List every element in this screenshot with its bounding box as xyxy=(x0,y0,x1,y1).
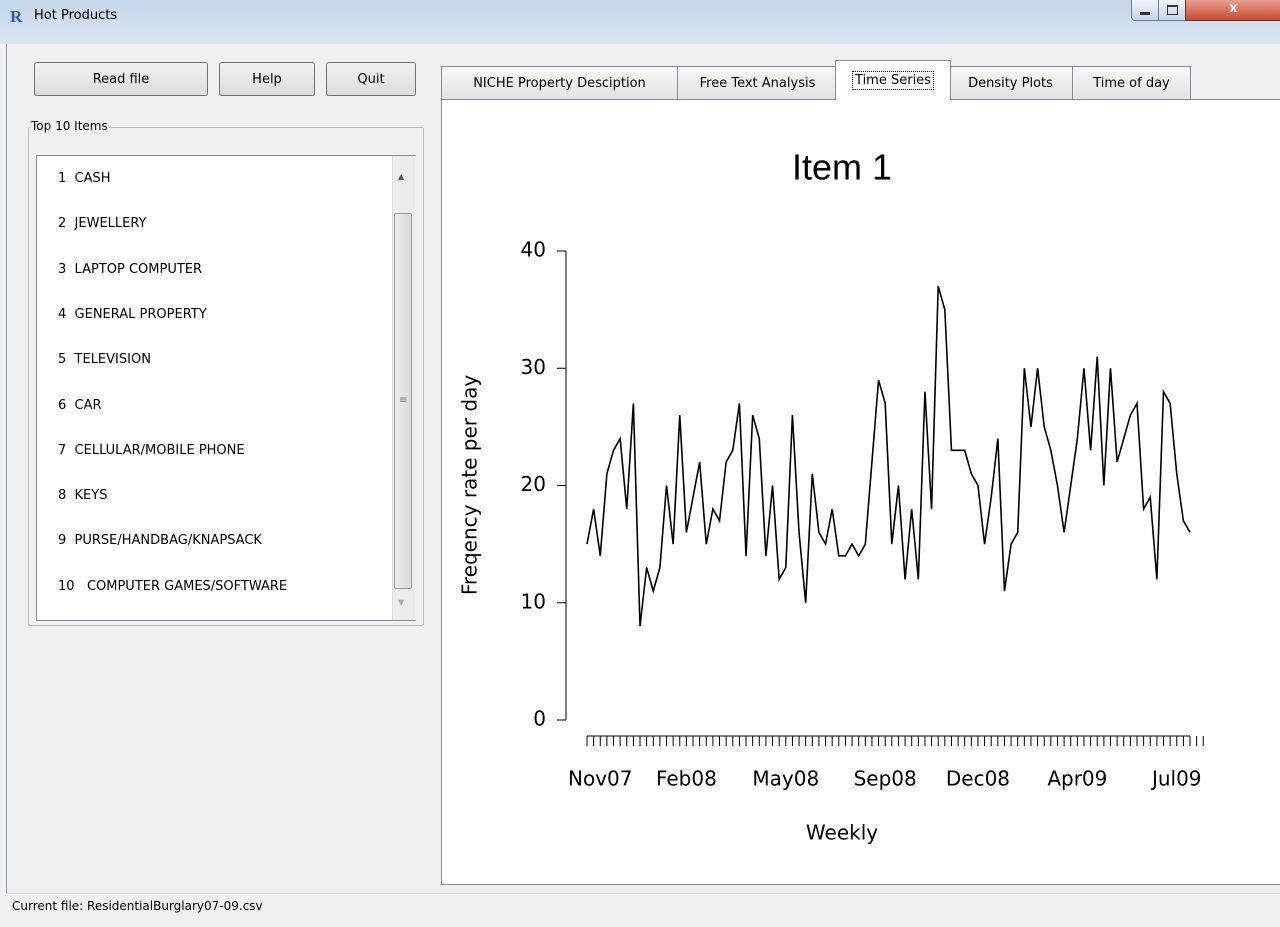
scroll-thumb[interactable] xyxy=(394,213,412,589)
y-axis-label: Freqency rate per day xyxy=(458,375,482,596)
scroll-down-arrow[interactable]: ▼ xyxy=(398,598,405,607)
quit-button[interactable]: Quit xyxy=(326,62,416,96)
y-tick-label: 30 xyxy=(521,355,546,379)
title-bar xyxy=(0,0,1280,44)
maximize-button[interactable] xyxy=(1158,0,1186,21)
tab[interactable]: Free Text Analysis xyxy=(677,66,838,99)
chart-title: Item 1 xyxy=(792,147,892,188)
list-item[interactable]: 9 PURSE/HANDBAG/KNAPSACK xyxy=(58,533,262,549)
list-item[interactable]: 8 KEYS xyxy=(58,488,108,504)
x-tick-label: May08 xyxy=(752,767,819,791)
list-item[interactable]: 3 LAPTOP COMPUTER xyxy=(58,261,203,277)
x-tick-label: Apr09 xyxy=(1047,767,1107,791)
tab[interactable]: Time Series xyxy=(835,60,951,100)
status-bar xyxy=(6,893,1280,927)
tab[interactable]: NICHE Property Desciption xyxy=(441,66,678,99)
tab-panel: Item 1 Weekly Freqency rate per day 0 10 2… xyxy=(441,99,1280,885)
y-tick-label: 40 xyxy=(521,238,546,262)
x-tick-label: Sep08 xyxy=(854,767,917,791)
scroll-up-arrow[interactable]: ▲ xyxy=(398,172,405,181)
list-item[interactable]: 7 CELLULAR/MOBILE PHONE xyxy=(58,442,245,458)
list-item[interactable]: 2 JEWELLERY xyxy=(58,216,147,232)
list-item[interactable]: 5 TELEVISION xyxy=(58,352,151,368)
y-tick-label: 20 xyxy=(521,472,546,496)
tab[interactable]: Density Plots xyxy=(948,66,1073,99)
tab-label: Time Series xyxy=(852,71,934,90)
list-item[interactable]: 6 CAR xyxy=(58,397,102,413)
window-title: Hot Products xyxy=(34,8,118,23)
help-button[interactable]: Help xyxy=(219,62,315,96)
group-box xyxy=(28,127,424,626)
x-tick-label: Nov07 xyxy=(568,767,632,791)
close-button[interactable]: x xyxy=(1185,0,1280,21)
app-icon: R xyxy=(10,7,23,26)
read-file-button[interactable]: Read file xyxy=(34,62,208,96)
y-tick-label: 10 xyxy=(521,589,546,613)
tab-label: Density Plots xyxy=(968,75,1053,91)
tab-label: NICHE Property Desciption xyxy=(473,75,646,91)
minimize-button[interactable] xyxy=(1131,0,1159,21)
chart: Item 1 Weekly Freqency rate per day 0 10 2… xyxy=(458,147,1204,845)
x-tick-label: Jul09 xyxy=(1150,767,1202,791)
tab-label: Time of day xyxy=(1093,75,1170,91)
list-item[interactable]: 1 CASH xyxy=(58,171,111,186)
scroll-grip: ≡ xyxy=(399,395,408,406)
list-item[interactable]: 4 GENERAL PROPERTY xyxy=(58,306,207,322)
y-tick-label: 0 xyxy=(533,707,546,731)
data-line xyxy=(586,285,1191,627)
status-text: Current file: ResidentialBurglary07-09.c… xyxy=(12,899,263,913)
x-tick-label: Feb08 xyxy=(656,767,717,791)
group-title: Top 10 Items xyxy=(30,119,109,133)
item-list xyxy=(36,155,415,621)
tab[interactable]: Time of day xyxy=(1072,66,1191,99)
x-tick-label: Dec08 xyxy=(946,767,1010,791)
list-item[interactable]: 10 COMPUTER GAMES/SOFTWARE xyxy=(58,578,288,594)
x-axis-label: Weekly xyxy=(806,821,878,845)
tab-label: Free Text Analysis xyxy=(699,75,816,91)
